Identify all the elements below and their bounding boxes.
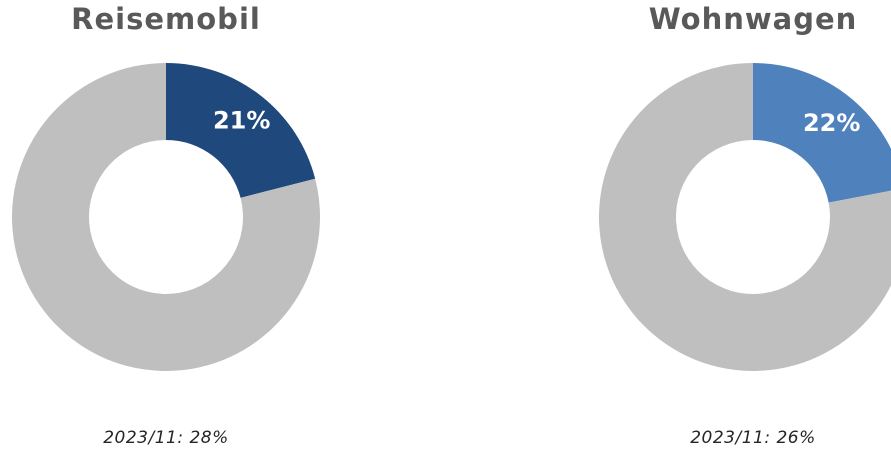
donut-slice-remainder bbox=[12, 63, 321, 371]
chart-title: Wohnwagen bbox=[648, 2, 858, 36]
previous-period-note: 2023/11: 28% bbox=[103, 428, 229, 448]
donut-slice-remainder bbox=[599, 63, 891, 371]
slice-data-label: 21% bbox=[213, 106, 270, 134]
donut-chart-wohnwagen: Wohnwagen 22% 2023/11: 26% bbox=[587, 0, 891, 450]
previous-period-note: 2023/11: 26% bbox=[690, 428, 816, 448]
donut-svg: 22% bbox=[599, 63, 891, 371]
donut-svg: 21% bbox=[12, 63, 321, 371]
donut-slice-share bbox=[166, 63, 316, 198]
donut-slice-share bbox=[753, 63, 891, 203]
chart-title: Reisemobil bbox=[71, 2, 261, 36]
slice-data-label: 22% bbox=[803, 109, 860, 137]
donut-chart-reisemobil: Reisemobil 21% 2023/11: 28% bbox=[0, 0, 340, 450]
